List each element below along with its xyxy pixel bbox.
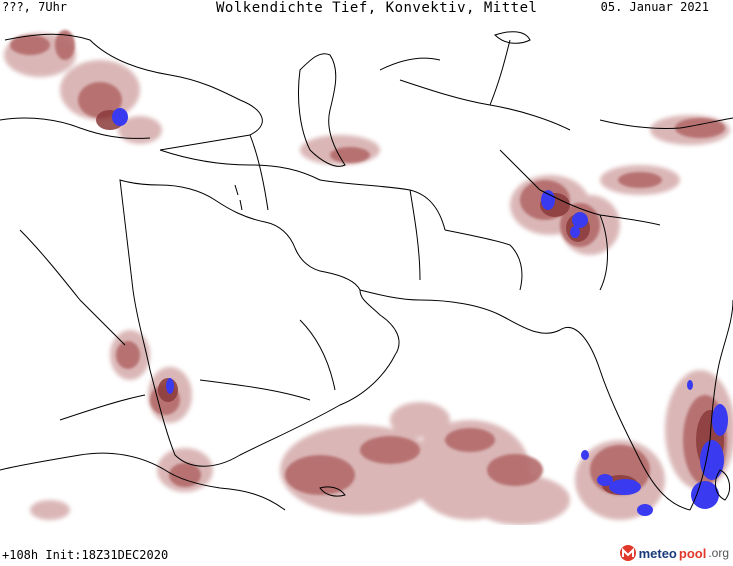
meteopool-logo-icon [619,545,636,561]
cloud-layer [4,30,733,525]
forecast-day-label: ???, 7Uhr [2,0,68,14]
brand-part2: pool [678,545,707,561]
model-run-info: +108h Init:18Z31DEC2020 [2,548,169,562]
header-bar: ???, 7Uhr Wolkendichte Tief, Konvektiv, … [0,0,733,17]
brand-part1: meteo [638,545,677,561]
forecast-date: 05. Januar 2021 [600,0,709,14]
map-title: Wolkendichte Tief, Konvektiv, Mittel [216,0,538,16]
brand-tld: .org [708,546,729,560]
cloud-density-map [0,17,733,525]
meteopool-brand[interactable]: meteo pool .org [619,544,729,562]
footer-bar: +108h Init:18Z31DEC2020 meteo pool .org [0,540,733,566]
coastlines [0,31,733,511]
